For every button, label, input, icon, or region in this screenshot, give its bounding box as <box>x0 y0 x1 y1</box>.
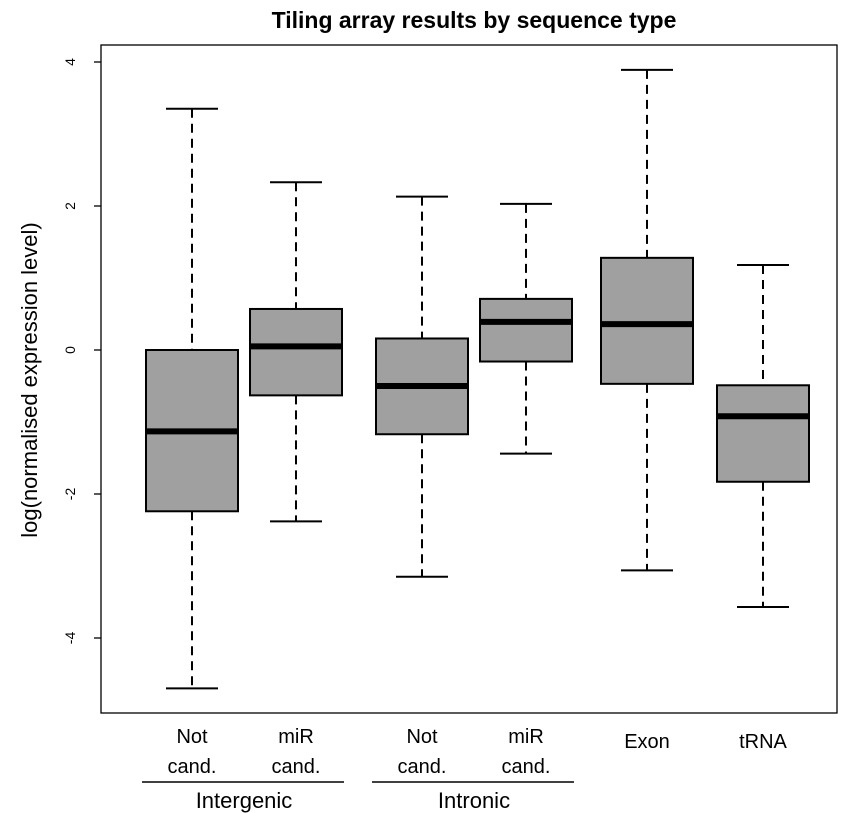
box-4 <box>479 202 573 455</box>
chart-title: Tiling array results by sequence type <box>272 7 677 33</box>
group-label: Intronic <box>438 788 510 813</box>
y-axis-label: log(normalised expression level) <box>17 222 42 537</box>
iqr-box <box>479 297 573 363</box>
iqr-box <box>600 256 694 385</box>
y-tick-label: 0 <box>62 346 78 354</box>
plot-frame <box>100 44 838 714</box>
x-category-label: miR <box>508 726 544 748</box>
group-label: Intergenic <box>196 788 293 813</box>
y-axis: 4 2 0 -2 -4 <box>62 58 101 644</box>
x-category-label: miR <box>278 726 314 748</box>
box-1 <box>145 107 239 690</box>
y-tick-label: -4 <box>62 632 78 645</box>
box-2 <box>249 181 343 523</box>
box-3 <box>375 195 469 578</box>
y-tick-label: -2 <box>62 488 78 501</box>
x-category-label: Not <box>176 726 208 748</box>
x-category-label: cand. <box>168 756 217 778</box>
iqr-box <box>249 307 343 397</box>
x-axis-labels: Not cand. miR cand. Not cand. miR cand. Exon tRNA <box>168 726 788 778</box>
x-category-label: cand. <box>398 756 447 778</box>
iqr-box <box>716 384 810 483</box>
group-labels: Intergenic Intronic <box>142 781 574 813</box>
y-tick-label: 4 <box>62 58 78 66</box>
x-category-label: Not <box>406 726 438 748</box>
x-category-label: cand. <box>502 756 551 778</box>
y-tick-label: 2 <box>62 202 78 210</box>
x-category-label: tRNA <box>739 731 787 753</box>
boxes <box>145 68 810 690</box>
x-category-label: cand. <box>272 756 321 778</box>
box-6 <box>716 264 810 609</box>
x-category-label: Exon <box>624 731 670 753</box>
box-5 <box>600 68 694 572</box>
